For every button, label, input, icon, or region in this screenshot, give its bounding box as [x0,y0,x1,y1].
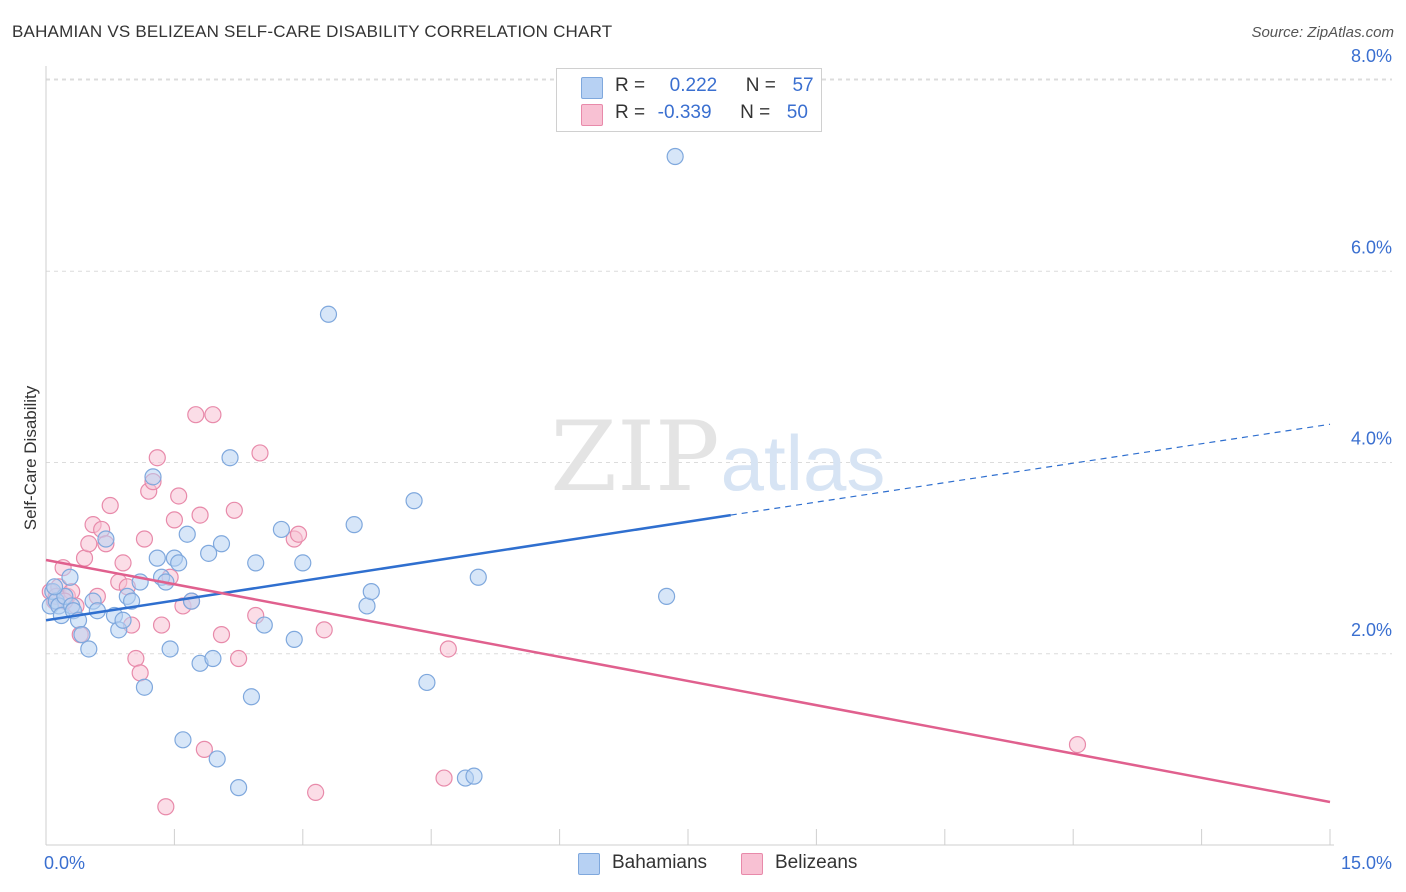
bottom-legend-label: Belizeans [775,852,858,873]
bahamian-point [208,750,226,768]
legend-r-label: R = [615,102,646,123]
bahamian-point [161,640,179,658]
y-tick-label: 6.0% [1351,237,1392,257]
belizean-point [80,535,98,553]
bahamian-point [255,616,273,634]
bahamian-point [358,597,376,615]
bahamian-point [170,554,188,572]
watermark: ZIP atlas [550,401,885,513]
chart-title: BAHAMIAN VS BELIZEAN SELF-CARE DISABILIT… [12,22,613,41]
watermark-zip: ZIP [550,401,719,513]
bottom-swatch-bahamians [578,853,600,875]
source-label: Source: ZipAtlas.com [1251,24,1394,41]
legend-r-label: R = [615,75,646,96]
bahamian-point [465,767,483,785]
labels-layer: 2.0% 4.0% 6.0% 8.0% 0.0% 15.0% Self-Care Disab… [21,46,1392,873]
bahamian-point [469,568,487,586]
belizean-trend-line [45,558,1331,804]
bahamian-point [204,649,222,668]
legend-r-value: 0.222 [669,75,718,96]
belizean-point [289,525,308,543]
bahamian-point [221,449,239,467]
bahamian-point [73,626,91,644]
bahamian-point [123,592,141,610]
bahamian-point [285,630,303,649]
y-tick-label: 8.0% [1351,46,1392,66]
bahamian-point [247,554,265,572]
bahamian-point [294,554,312,572]
bahamian-point [97,530,115,548]
bahamian-point [61,568,79,586]
belizean-point [135,530,154,548]
watermark-atlas: atlas [721,419,886,507]
bahamian-point [80,640,98,658]
trend-layer [45,423,1331,804]
bahamian-point [405,492,423,510]
legend-r-value: -0.339 [657,102,712,123]
belizean-point [195,740,213,758]
belizean-point [75,549,94,567]
y-tick-label: 2.0% [1351,620,1392,640]
belizean-point [435,769,453,787]
bahamian-point [135,678,154,696]
belizean-point [230,649,248,668]
belizean-point [131,664,149,682]
bahamian-point [666,147,684,166]
belizean-point [127,649,145,668]
belizean-point [157,798,175,816]
belizean-point [148,449,166,467]
legend-n-label: N = [745,75,776,96]
belizean-point [204,406,222,424]
bottom-swatch-belizeans [741,853,763,875]
legend-n-label: N = [740,102,771,123]
y-axis-label: Self-Care Disability [21,385,40,530]
grid-layer [46,78,1392,655]
legend-n-value: 57 [792,75,814,96]
bahamian-point [362,582,380,601]
bahamian-point [242,688,261,706]
belizean-point [191,506,209,524]
belizean-point [251,444,269,462]
bahamian-point [182,592,201,610]
bahamian-point [174,731,192,749]
y-tick-label: 4.0% [1351,429,1392,449]
belizean-point [152,616,171,634]
legend-swatch-belizeans [581,104,603,126]
belizean-point [439,640,457,658]
bahamian-trend-line [45,513,731,622]
bahamian-point [212,535,231,553]
bahamian-point [345,516,363,534]
bahamian-point [418,673,436,692]
bahamian-trend-extension [730,423,1331,516]
bahamian-point [657,587,676,605]
belizean-point [225,501,243,519]
belizean-point [307,783,325,802]
legend-n-value: 50 [786,102,808,123]
belizean-point [212,626,231,644]
axis-layer [45,66,1334,846]
x-tick-label: 15.0% [1341,853,1392,873]
belizean-point [114,554,132,572]
bahamian-point [230,779,248,797]
belizean-point [1068,735,1087,754]
points-layer [41,147,1087,816]
belizean-point [315,621,333,639]
belizean-point [187,406,205,424]
bahamian-point [319,305,338,323]
bahamian-point [45,578,64,596]
correlation-legend: R = 0.222 N = 57 R = -0.339 N = 50 [556,68,822,132]
bahamian-point [144,468,162,486]
belizean-point [170,487,188,505]
belizean-point [101,496,119,515]
bottom-legend-label: Bahamians [612,852,708,873]
bahamian-point [114,611,132,629]
belizean-point [165,511,183,529]
legend-swatch-bahamians [581,77,603,99]
bahamian-point [272,520,290,539]
bahamian-point [200,544,218,562]
bahamian-point [178,525,196,543]
x-tick-label: 0.0% [44,853,85,873]
bahamian-point [148,549,166,567]
